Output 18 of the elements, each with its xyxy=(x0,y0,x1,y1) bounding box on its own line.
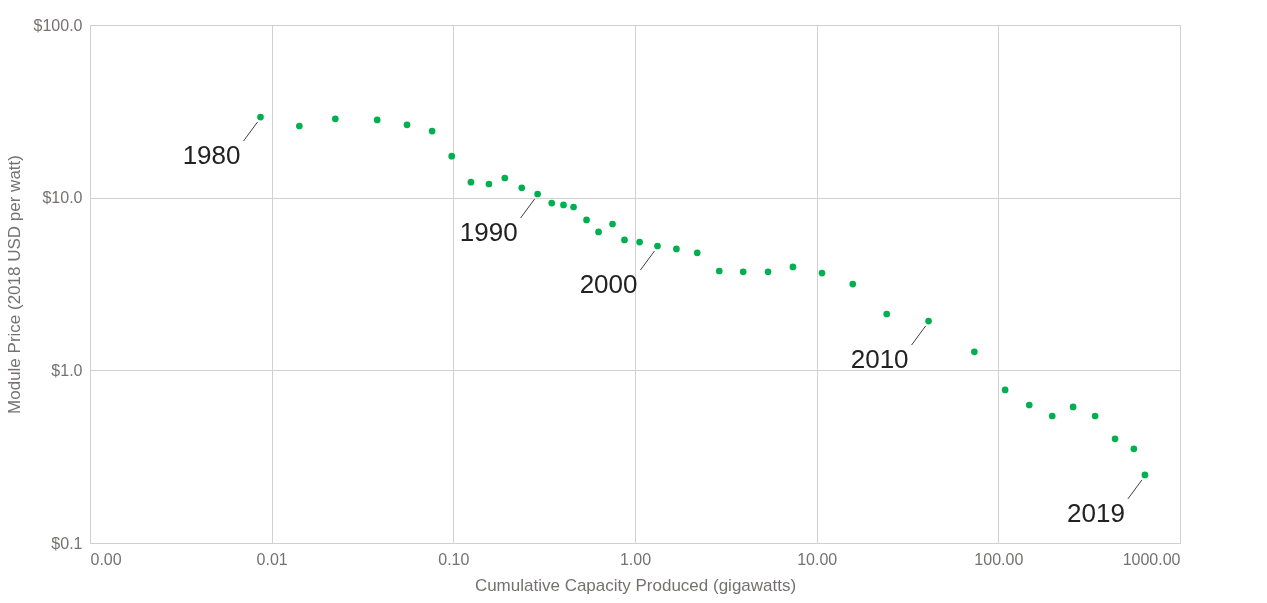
x-tick-label: 100.00 xyxy=(974,550,1024,568)
annotation: 1980 xyxy=(182,140,241,171)
x-tick-label: 0.10 xyxy=(438,550,470,568)
x-tick-label: 0.00 xyxy=(90,550,122,568)
x-tick-label: 1000.00 xyxy=(1122,550,1181,568)
x-axis-title: Cumulative Capacity Produced (gigawatts) xyxy=(474,575,797,595)
x-tick-label: 1.00 xyxy=(619,550,652,568)
annotation: 2000 xyxy=(579,268,638,299)
x-tick-label: 10.00 xyxy=(797,550,838,568)
y-tick-label: $1.0 xyxy=(51,361,83,379)
annotation: 1990 xyxy=(459,217,518,248)
annotation: 2010 xyxy=(850,344,909,375)
y-tick-label: $10.0 xyxy=(42,189,83,207)
y-axis-title: Module Price (2018 USD per watt) xyxy=(4,155,24,414)
y-tick-label: $100.0 xyxy=(33,16,83,34)
y-tick-label: $0.1 xyxy=(51,534,83,552)
x-tick-label: 0.01 xyxy=(256,550,288,568)
annotation: 2019 xyxy=(1067,497,1125,528)
